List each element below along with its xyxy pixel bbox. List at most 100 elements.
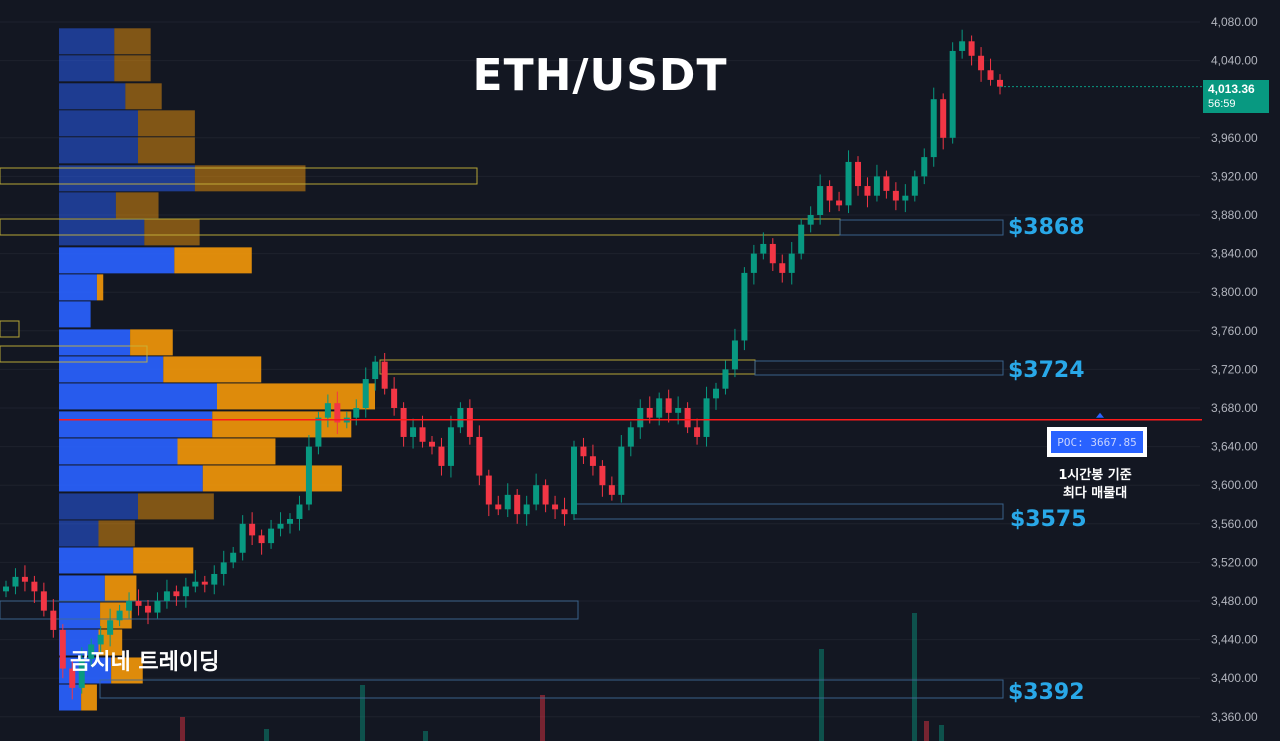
candle bbox=[107, 608, 114, 647]
candle-body bbox=[429, 441, 435, 447]
candle-body bbox=[968, 41, 975, 56]
vp-sell-bar bbox=[98, 520, 135, 547]
vp-buy-bar bbox=[59, 110, 138, 137]
candle-body bbox=[192, 581, 199, 587]
candle bbox=[31, 575, 38, 603]
candle-body bbox=[372, 361, 379, 380]
vp-buy-bar bbox=[59, 247, 175, 274]
vp-sell-bar bbox=[163, 356, 262, 383]
y-tick-label: 4,040.00 bbox=[1211, 54, 1258, 68]
vp-buy-bar bbox=[59, 356, 164, 383]
y-tick-label: 3,800.00 bbox=[1211, 285, 1258, 299]
candle-body bbox=[287, 518, 293, 524]
vp-buy-bar bbox=[59, 28, 115, 55]
vp-sell-bar bbox=[133, 547, 194, 574]
volume-bar bbox=[180, 717, 185, 741]
candle bbox=[410, 418, 417, 449]
candle bbox=[580, 437, 587, 464]
candle bbox=[447, 415, 454, 478]
candle bbox=[504, 483, 511, 518]
candle-body bbox=[987, 70, 994, 80]
candle bbox=[911, 170, 918, 202]
candle bbox=[220, 550, 227, 586]
candle-body bbox=[656, 398, 663, 418]
candle bbox=[731, 328, 738, 378]
vp-sell-bar bbox=[194, 165, 306, 192]
candle bbox=[135, 589, 142, 616]
candle-body bbox=[514, 494, 521, 515]
candle-body bbox=[173, 591, 180, 597]
candle bbox=[457, 402, 464, 434]
candle bbox=[883, 170, 890, 199]
y-tick-label: 3,600.00 bbox=[1211, 478, 1258, 492]
volume-bar bbox=[540, 695, 545, 741]
candle-body bbox=[145, 605, 151, 613]
candle bbox=[400, 402, 407, 447]
candle bbox=[381, 352, 388, 395]
y-tick-label: 3,760.00 bbox=[1211, 324, 1258, 338]
candle bbox=[873, 164, 880, 202]
y-tick-label: 3,720.00 bbox=[1211, 362, 1258, 376]
level-label-3868: $3868 bbox=[1008, 215, 1085, 240]
candle bbox=[940, 93, 947, 150]
y-tick-label: 3,360.00 bbox=[1211, 710, 1258, 724]
candle bbox=[372, 355, 379, 391]
candle bbox=[817, 174, 824, 225]
vp-buy-bar bbox=[59, 165, 195, 192]
candle-body bbox=[31, 581, 38, 592]
candle-body bbox=[589, 456, 596, 466]
candle bbox=[324, 394, 331, 428]
vp-buy-bar bbox=[59, 465, 203, 492]
candle bbox=[78, 647, 85, 694]
candle-body bbox=[571, 446, 577, 515]
candle-body bbox=[447, 427, 454, 466]
candle-body bbox=[788, 253, 795, 273]
vp-sell-bar bbox=[130, 329, 173, 356]
level-zone bbox=[839, 219, 1004, 236]
poc-note-line1: 1시간봉 기준 bbox=[1058, 468, 1132, 483]
level-zone bbox=[0, 320, 20, 338]
candle bbox=[249, 512, 256, 546]
volume-bars bbox=[180, 613, 944, 741]
candle-body bbox=[731, 340, 738, 370]
vp-sell-bar bbox=[125, 83, 162, 110]
candle-body bbox=[239, 523, 246, 553]
watermark-text: 곰지네 트레이딩 bbox=[70, 650, 220, 675]
candle bbox=[855, 156, 861, 196]
level-label-3724: $3724 bbox=[1008, 358, 1085, 383]
candle bbox=[760, 232, 767, 260]
candle bbox=[50, 599, 57, 638]
candle-body bbox=[438, 446, 445, 466]
candle bbox=[116, 604, 123, 627]
vp-buy-bar bbox=[59, 274, 97, 301]
candle bbox=[750, 244, 757, 285]
candle bbox=[618, 435, 625, 503]
candle-body bbox=[476, 436, 483, 476]
candle bbox=[40, 582, 47, 617]
candle bbox=[154, 592, 161, 619]
candle-body bbox=[523, 504, 530, 515]
candle-body bbox=[798, 224, 805, 254]
candle-body bbox=[675, 408, 682, 413]
candle-body bbox=[305, 446, 312, 505]
volume-bar bbox=[924, 721, 929, 741]
vp-buy-bar bbox=[59, 55, 115, 82]
vp-sell-bar bbox=[138, 110, 195, 137]
candle-body bbox=[646, 408, 653, 418]
candle bbox=[798, 218, 805, 260]
candle bbox=[571, 440, 577, 520]
candle-body bbox=[135, 601, 142, 606]
vp-sell-bar bbox=[177, 438, 276, 465]
candle-body bbox=[249, 523, 256, 536]
candle bbox=[201, 575, 208, 593]
price-axis[interactable]: 4,080.00 4,040.00 3,960.00 3,920.00 3,880.00… bbox=[1211, 15, 1258, 724]
y-tick-label: 3,480.00 bbox=[1211, 594, 1258, 608]
candle bbox=[987, 58, 994, 86]
candle bbox=[533, 473, 540, 511]
candle bbox=[239, 515, 246, 561]
y-tick-label: 3,520.00 bbox=[1211, 555, 1258, 569]
candle-body bbox=[419, 427, 426, 442]
vp-buy-bar bbox=[59, 575, 105, 602]
volume-bar bbox=[264, 729, 269, 741]
